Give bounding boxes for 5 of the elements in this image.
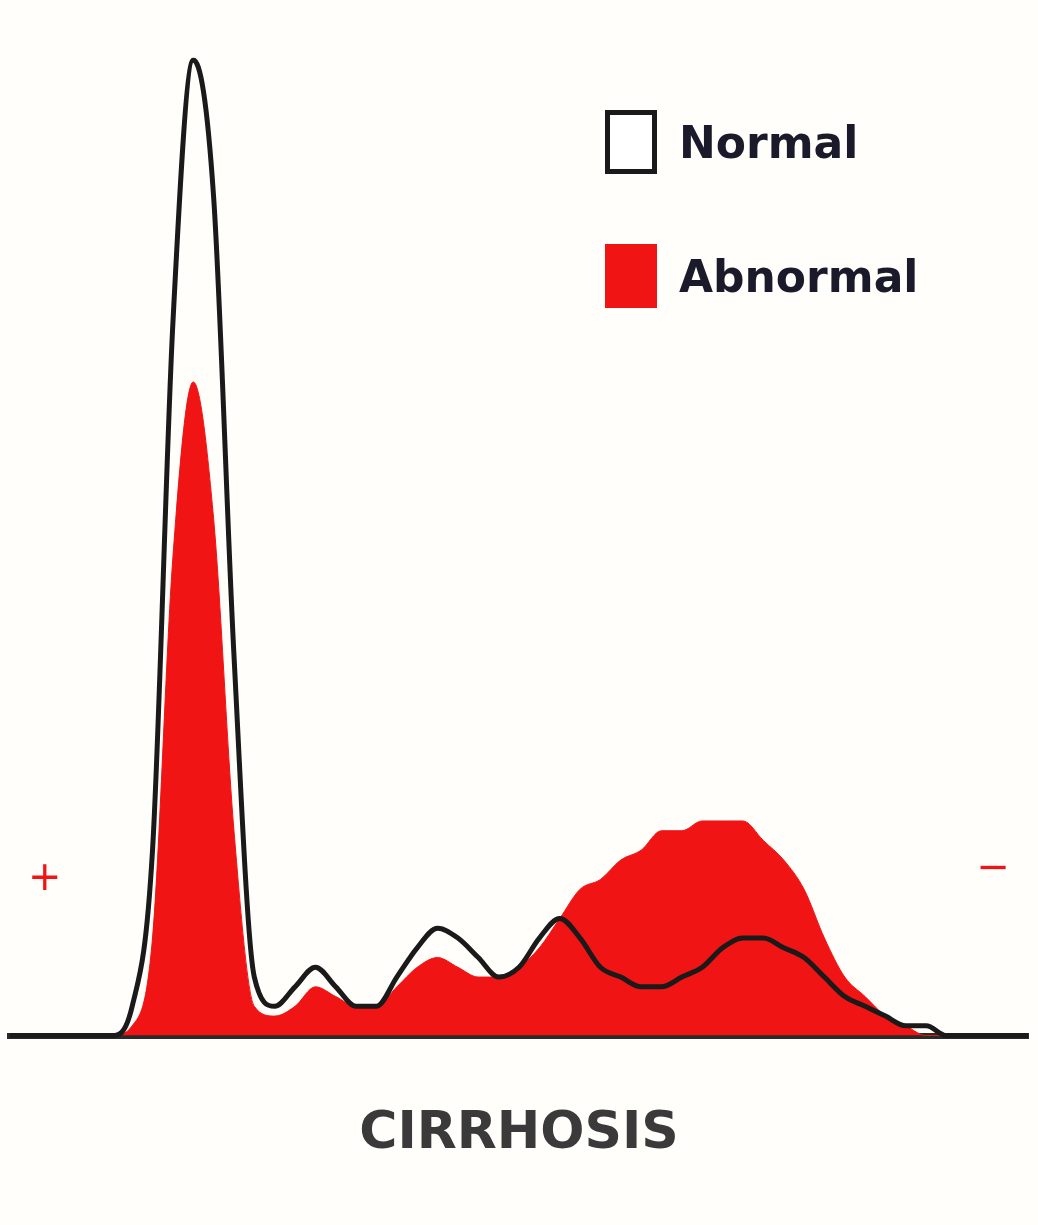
annotation: + — [28, 852, 62, 899]
legend-label: Abnormal — [679, 250, 919, 302]
legend-label: Normal — [679, 116, 859, 168]
annotation: − — [976, 842, 1010, 889]
x-axis-title: CIRRHOSIS — [359, 1100, 679, 1161]
